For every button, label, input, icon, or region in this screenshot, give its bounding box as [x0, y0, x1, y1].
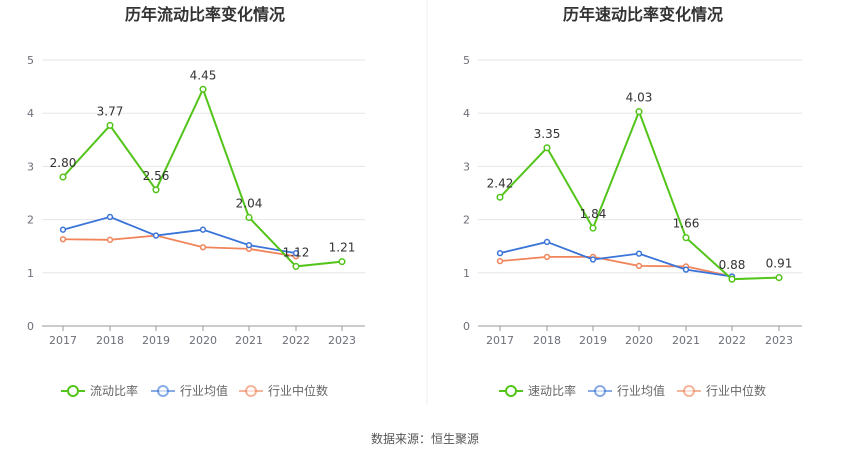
data-label: 4.03: [626, 91, 653, 105]
y-tick-label: 0: [463, 320, 470, 333]
legend-label: 行业中位数: [706, 383, 766, 398]
data-point-median[interactable]: [59, 236, 67, 243]
data-label: 4.45: [190, 68, 217, 82]
legend-item-median[interactable]: 行业中位数: [677, 383, 766, 398]
legend-item-median[interactable]: 行业中位数: [239, 383, 328, 398]
data-source: 数据来源：恒生聚源: [371, 431, 479, 446]
data-point-avg[interactable]: [245, 241, 253, 249]
legend-marker: [245, 385, 257, 397]
data-point-median[interactable]: [106, 236, 114, 243]
legend-marker: [505, 385, 517, 397]
quick-ratio-chart: 历年速动比率变化情况 0 1 2 3 4 5 2017 2018 2019 2020 2021 202…: [463, 5, 802, 398]
x-tick-label: 2017: [486, 334, 514, 347]
data-point-main[interactable]: [543, 144, 551, 152]
data-point-avg[interactable]: [106, 213, 114, 221]
chart-title: 历年流动比率变化情况: [125, 5, 285, 24]
data-point-avg[interactable]: [199, 226, 207, 233]
data-point-main[interactable]: [106, 121, 114, 129]
data-point-main[interactable]: [775, 274, 783, 282]
series-line-median: [499, 255, 733, 278]
data-label: 1.66: [673, 217, 700, 231]
data-point-avg[interactable]: [152, 232, 160, 239]
data-label: 3.77: [97, 104, 124, 118]
data-point-avg[interactable]: [292, 249, 300, 257]
data-point-avg[interactable]: [496, 249, 504, 257]
series-line-median: [62, 234, 297, 258]
legend-item-main[interactable]: 速动比率: [499, 383, 576, 398]
data-point-median[interactable]: [199, 244, 207, 251]
legend-item-main[interactable]: 流动比率: [61, 383, 138, 398]
data-label: 1.12: [283, 245, 310, 259]
legend-marker: [683, 385, 695, 397]
data-label: 2.80: [50, 156, 77, 170]
data-point-main[interactable]: [589, 224, 597, 232]
data-point-main[interactable]: [152, 186, 160, 194]
data-point-main[interactable]: [496, 193, 504, 201]
x-tick-label: 2023: [765, 334, 793, 347]
legend-marker: [67, 385, 79, 397]
data-label: 0.91: [766, 257, 793, 271]
data-point-main[interactable]: [682, 234, 690, 242]
x-tick-label: 2020: [189, 334, 217, 347]
data-point-main[interactable]: [199, 85, 207, 93]
legend-label: 行业中位数: [268, 383, 328, 398]
y-tick-label: 0: [27, 320, 34, 333]
data-point-avg[interactable]: [635, 250, 643, 257]
data-point-avg[interactable]: [589, 256, 597, 263]
y-tick-label: 2: [27, 214, 34, 227]
data-point-main[interactable]: [59, 173, 67, 181]
legend-label: 速动比率: [528, 383, 576, 398]
legend-marker: [594, 385, 606, 397]
data-point-main[interactable]: [728, 275, 736, 283]
series-line-avg: [62, 215, 297, 255]
data-point-main[interactable]: [245, 213, 253, 222]
data-label: 1.21: [329, 241, 356, 255]
x-tick-label: 2019: [579, 334, 607, 347]
data-label: 2.04: [236, 196, 263, 210]
data-point-avg[interactable]: [682, 266, 690, 273]
y-tick-label: 2: [463, 214, 470, 227]
x-tick-label: 2018: [533, 334, 561, 347]
y-tick-label: 1: [27, 267, 34, 280]
y-tick-label: 5: [27, 54, 34, 67]
y-tick-label: 4: [463, 107, 470, 120]
data-point-median[interactable]: [635, 262, 643, 270]
x-tick-label: 2022: [718, 334, 746, 347]
x-tick-label: 2020: [625, 334, 653, 347]
data-label: 3.35: [534, 127, 561, 141]
series-line-avg: [499, 241, 733, 278]
legend-item-avg[interactable]: 行业均值: [151, 383, 228, 398]
data-label: 0.88: [719, 258, 746, 272]
legend-marker: [157, 385, 169, 397]
x-tick-label: 2018: [96, 334, 124, 347]
data-point-median[interactable]: [543, 253, 551, 260]
data-point-avg[interactable]: [543, 238, 551, 246]
data-point-main[interactable]: [338, 258, 346, 266]
y-tick-label: 3: [27, 160, 34, 173]
data-label: 1.84: [580, 207, 607, 221]
y-tick-label: 1: [463, 267, 470, 280]
data-label: 2.56: [143, 169, 170, 183]
data-point-main[interactable]: [292, 262, 300, 270]
x-tick-label: 2021: [235, 334, 263, 347]
legend-label: 行业均值: [180, 383, 228, 398]
data-point-median[interactable]: [496, 257, 504, 265]
data-point-main[interactable]: [635, 108, 643, 116]
data-label: 2.42: [487, 176, 514, 190]
legend-label: 流动比率: [90, 383, 138, 398]
y-tick-label: 3: [463, 160, 470, 173]
x-tick-label: 2019: [142, 334, 170, 347]
current-ratio-chart: 历年流动比率变化情况 0 1 2 3 4 5 2017 2018 2019 2020 2021 202…: [27, 5, 365, 398]
x-tick-label: 2022: [282, 334, 310, 347]
y-tick-label: 5: [463, 54, 470, 67]
legend-label: 行业均值: [617, 383, 665, 398]
x-tick-label: 2021: [672, 334, 700, 347]
x-tick-label: 2023: [328, 334, 356, 347]
y-tick-label: 4: [27, 107, 34, 120]
chart-title: 历年速动比率变化情况: [563, 5, 723, 24]
data-point-avg[interactable]: [59, 226, 67, 233]
legend-item-avg[interactable]: 行业均值: [588, 383, 665, 398]
x-tick-label: 2017: [49, 334, 77, 347]
